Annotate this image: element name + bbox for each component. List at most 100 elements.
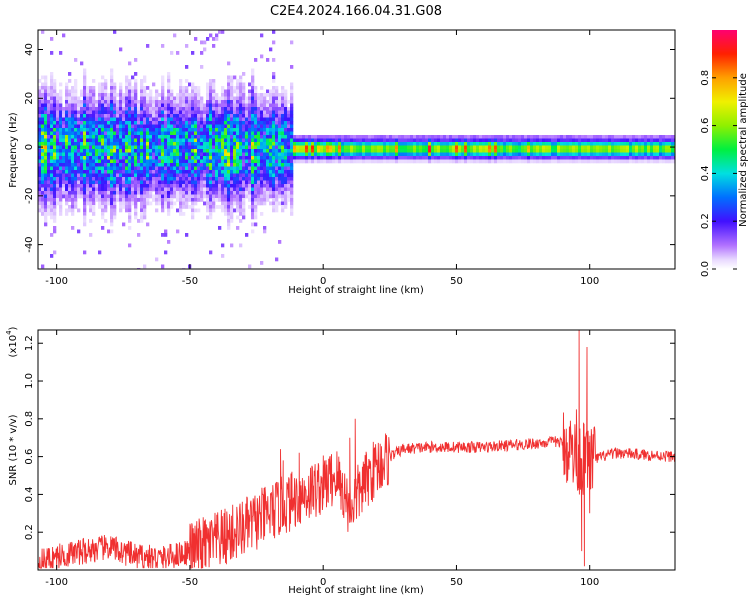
heatmap-cell (170, 89, 174, 94)
heatmap-cell (149, 177, 153, 181)
heatmap-cell (98, 89, 102, 94)
heatmap-cell (212, 114, 216, 118)
heatmap-cell (188, 163, 192, 167)
heatmap-cell (119, 166, 123, 171)
heatmap-cell (581, 145, 585, 150)
heatmap-cell (44, 166, 48, 171)
heatmap-cell (305, 149, 309, 153)
heatmap-cell (110, 180, 114, 185)
heatmap-cell (149, 135, 153, 139)
heatmap-cell (428, 138, 432, 143)
heatmap-cell (167, 184, 171, 188)
heatmap-cell (206, 135, 210, 139)
heatmap-cell (293, 142, 297, 146)
heatmap-cell (44, 86, 48, 90)
heatmap-cell (155, 100, 159, 104)
heatmap-cell (509, 156, 513, 160)
heatmap-cell (464, 145, 468, 150)
heatmap-cell (92, 128, 96, 132)
heatmap-cell (227, 198, 231, 202)
heatmap-cell (656, 149, 660, 153)
heatmap-cell (68, 100, 72, 104)
heatmap-cell (167, 121, 171, 125)
heatmap-cell (38, 166, 42, 171)
heatmap-cell (140, 208, 144, 213)
heatmap-cell (398, 156, 402, 160)
heatmap-cell (206, 114, 210, 118)
heatmap-cell (209, 142, 213, 146)
heatmap-cell (62, 166, 66, 171)
heatmap-cell (125, 156, 129, 160)
heatmap-cell (521, 145, 525, 150)
heatmap-cell (647, 156, 651, 160)
heatmap-cell (632, 135, 636, 139)
heatmap-cell (410, 135, 414, 139)
heatmap-cell (233, 173, 237, 178)
heatmap-cell (74, 131, 78, 136)
heatmap-cell (554, 159, 558, 164)
heatmap-cell (194, 145, 198, 150)
heatmap-cell (98, 107, 102, 111)
heatmap-cell (236, 163, 240, 167)
heatmap-cell (392, 149, 396, 153)
heatmap-cell (491, 149, 495, 153)
heatmap-cell (206, 89, 210, 94)
heatmap-cell (98, 159, 102, 164)
heatmap-cell (638, 159, 642, 164)
heatmap-cell (506, 135, 510, 139)
heatmap-cell (149, 145, 153, 150)
heatmap-cell (224, 135, 228, 139)
heatmap-cell (74, 58, 78, 62)
heatmap-cell (557, 149, 561, 153)
heatmap-cell (338, 149, 342, 153)
heatmap-cell (506, 142, 510, 146)
heatmap-cell (260, 128, 264, 132)
heatmap-cell (92, 124, 96, 129)
heatmap-cell (371, 135, 375, 139)
heatmap-cell (512, 145, 516, 150)
heatmap-cell (254, 222, 258, 227)
heatmap-cell (272, 117, 276, 122)
heatmap-cell (392, 145, 396, 150)
heatmap-cell (242, 100, 246, 104)
heatmap-cell (173, 194, 177, 199)
heatmap-cell (194, 194, 198, 199)
heatmap-cell (191, 93, 195, 97)
heatmap-cell (518, 142, 522, 146)
heatmap-cell (236, 152, 240, 157)
heatmap-cell (554, 149, 558, 153)
heatmap-cell (260, 124, 264, 129)
heatmap-cell (593, 159, 597, 164)
heatmap-cell (227, 201, 231, 206)
heatmap-cell (248, 177, 252, 181)
heatmap-cell (92, 152, 96, 157)
heatmap-cell (59, 93, 63, 97)
heatmap-cell (137, 142, 141, 146)
heatmap-cell (194, 135, 198, 139)
heatmap-cell (371, 149, 375, 153)
heatmap-cell (41, 205, 45, 209)
heatmap-cell (50, 75, 54, 80)
heatmap-cell (425, 145, 429, 150)
heatmap-cell (236, 114, 240, 118)
heatmap-cell (380, 142, 384, 146)
heatmap-cell (53, 194, 57, 199)
heatmap-cell (86, 191, 90, 195)
heatmap-cell (377, 152, 381, 157)
heatmap-cell (536, 138, 540, 143)
heatmap-cell (113, 191, 117, 195)
heatmap-cell (374, 149, 378, 153)
heatmap-cell (290, 131, 294, 136)
heatmap-cell (590, 142, 594, 146)
heatmap-cell (146, 121, 150, 125)
heatmap-cell (110, 152, 114, 157)
heatmap-cell (191, 117, 195, 122)
heatmap-cell (152, 110, 156, 115)
heatmap-cell (92, 89, 96, 94)
heatmap-cell (263, 93, 267, 97)
heatmap-cell (254, 110, 258, 115)
heatmap-cell (470, 135, 474, 139)
heatmap-cell (572, 156, 576, 160)
heatmap-cell (140, 138, 144, 143)
heatmap-cell (56, 166, 60, 171)
